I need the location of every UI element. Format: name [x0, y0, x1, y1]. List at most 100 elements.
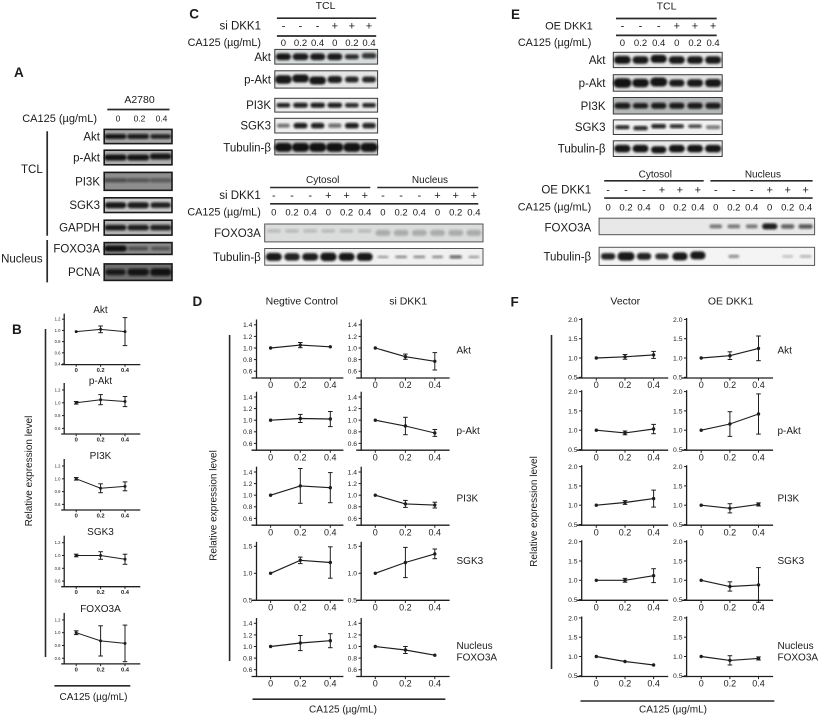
svg-text:0.6: 0.6: [55, 426, 61, 431]
svg-text:1.4: 1.4: [348, 469, 358, 476]
svg-text:1.0: 1.0: [55, 328, 61, 333]
svg-text:0: 0: [268, 452, 273, 462]
svg-text:0.8: 0.8: [243, 504, 253, 511]
svg-text:FOXO3A: FOXO3A: [53, 244, 100, 256]
svg-text:0.4: 0.4: [752, 679, 765, 689]
svg-text:0.8: 0.8: [348, 504, 358, 511]
svg-text:CA125 (µg/mL): CA125 (µg/mL): [59, 692, 127, 703]
svg-text:0.6: 0.6: [348, 667, 358, 674]
svg-text:1.4: 1.4: [243, 469, 253, 476]
svg-text:0.2: 0.2: [97, 590, 105, 596]
svg-text:-: -: [621, 21, 625, 33]
svg-text:1.5: 1.5: [673, 408, 683, 415]
svg-text:0.8: 0.8: [243, 656, 253, 663]
svg-text:p-Akt: p-Akt: [244, 75, 272, 87]
svg-text:0.2: 0.2: [97, 667, 105, 673]
svg-text:0.4: 0.4: [324, 452, 337, 462]
svg-text:TCL: TCL: [316, 0, 336, 12]
svg-text:0.4: 0.4: [647, 679, 660, 689]
svg-text:0.6: 0.6: [243, 441, 253, 448]
svg-text:1.0: 1.0: [243, 493, 253, 500]
svg-text:-: -: [417, 190, 421, 202]
svg-text:0.4: 0.4: [647, 380, 660, 390]
svg-text:0.4: 0.4: [752, 527, 765, 537]
svg-text:1.5: 1.5: [568, 635, 578, 642]
svg-text:CA125 (µg/mL): CA125 (µg/mL): [188, 37, 261, 49]
svg-text:0.2: 0.2: [399, 679, 412, 689]
svg-text:2.0: 2.0: [568, 464, 578, 471]
svg-text:2.0: 2.0: [673, 317, 683, 324]
svg-text:1.5: 1.5: [673, 635, 683, 642]
svg-text:Akt: Akt: [254, 52, 271, 64]
svg-text:1.0: 1.0: [348, 345, 358, 352]
svg-text:0.6: 0.6: [348, 369, 358, 376]
svg-text:0.2: 0.2: [294, 527, 307, 537]
svg-text:A: A: [14, 65, 24, 80]
svg-text:0.2: 0.2: [619, 452, 632, 462]
svg-text:0: 0: [594, 527, 599, 537]
svg-text:0.5: 0.5: [673, 673, 683, 680]
svg-text:0: 0: [380, 208, 385, 219]
svg-text:2.0: 2.0: [568, 317, 578, 324]
svg-text:0: 0: [332, 38, 337, 49]
svg-text:-: -: [290, 190, 294, 202]
svg-text:Nucleus: Nucleus: [457, 641, 493, 652]
svg-text:1.0: 1.0: [673, 428, 683, 435]
svg-text:0: 0: [713, 202, 718, 213]
svg-text:2.0: 2.0: [673, 539, 683, 546]
svg-text:Nucleus: Nucleus: [778, 641, 814, 652]
svg-text:Nucleus: Nucleus: [745, 170, 781, 181]
svg-text:1.2: 1.2: [55, 317, 61, 322]
svg-text:1.2: 1.2: [348, 481, 358, 488]
svg-text:0.4: 0.4: [156, 114, 168, 124]
svg-text:CA125 (µg/mL): CA125 (µg/mL): [518, 37, 591, 49]
svg-text:2.0: 2.0: [673, 389, 683, 396]
svg-text:2.0: 2.0: [673, 464, 683, 471]
svg-text:Vector: Vector: [610, 296, 640, 308]
svg-text:0.4: 0.4: [324, 527, 337, 537]
svg-text:si DKK1: si DKK1: [219, 21, 261, 33]
svg-text:0.6: 0.6: [348, 516, 358, 523]
svg-text:0: 0: [271, 208, 276, 219]
svg-text:0.8: 0.8: [348, 357, 358, 364]
svg-text:0.8: 0.8: [55, 643, 61, 648]
svg-text:0.2: 0.2: [619, 679, 632, 689]
svg-text:0.5: 0.5: [568, 522, 578, 529]
svg-text:1.4: 1.4: [348, 621, 358, 628]
svg-text:0: 0: [326, 208, 331, 219]
svg-text:0: 0: [75, 368, 78, 374]
svg-text:FOXO3A: FOXO3A: [778, 653, 819, 664]
svg-text:si DKK1: si DKK1: [389, 296, 427, 308]
svg-text:SGK3: SGK3: [240, 121, 271, 133]
svg-text:0.5: 0.5: [568, 375, 578, 382]
svg-text:0.2: 0.2: [399, 452, 412, 462]
svg-text:0.2: 0.2: [673, 202, 686, 213]
svg-text:0.2: 0.2: [340, 208, 353, 219]
svg-text:1.0: 1.0: [55, 630, 61, 635]
svg-text:0.2: 0.2: [688, 38, 701, 49]
svg-text:0.4: 0.4: [429, 603, 442, 613]
svg-text:+: +: [710, 21, 716, 33]
svg-text:1.4: 1.4: [243, 322, 253, 329]
svg-text:0.8: 0.8: [348, 429, 358, 436]
svg-text:Cytosol: Cytosol: [639, 170, 672, 181]
svg-text:Akt: Akt: [83, 132, 100, 144]
svg-text:+: +: [659, 184, 665, 196]
svg-text:1.0: 1.0: [348, 418, 358, 425]
svg-text:Relative expression level: Relative expression level: [209, 450, 220, 561]
svg-text:1.2: 1.2: [243, 334, 253, 341]
svg-text:-: -: [399, 190, 403, 202]
svg-text:-: -: [732, 184, 736, 196]
svg-text:-: -: [316, 21, 320, 33]
svg-text:0.4: 0.4: [121, 438, 130, 444]
svg-text:B: B: [12, 322, 22, 337]
svg-text:0.2: 0.2: [97, 438, 105, 444]
svg-text:0: 0: [674, 38, 679, 49]
svg-text:+: +: [677, 184, 683, 196]
svg-text:1.4: 1.4: [243, 394, 253, 401]
svg-text:-: -: [624, 184, 628, 196]
svg-text:0.2: 0.2: [294, 603, 307, 613]
svg-text:0.2: 0.2: [619, 527, 632, 537]
svg-text:0.4: 0.4: [429, 679, 442, 689]
svg-text:0.4: 0.4: [324, 603, 337, 613]
